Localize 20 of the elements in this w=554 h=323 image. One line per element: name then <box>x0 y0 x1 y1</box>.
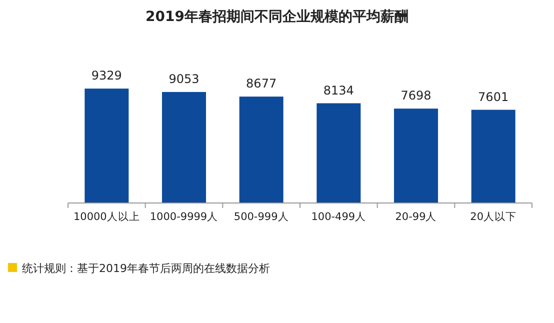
data-label: 8134 <box>323 83 354 98</box>
data-label: 7601 <box>478 90 509 104</box>
bar <box>84 88 129 203</box>
bar <box>162 92 206 203</box>
x-tick-label: 20-99人 <box>395 211 437 223</box>
x-tick-label: 1000-9999人 <box>150 211 218 223</box>
data-label: 9053 <box>168 72 200 86</box>
x-tick-label: 100-499人 <box>311 211 366 223</box>
text: 统计规则：基于2019年春节后两周的在线数据分析 <box>22 262 270 275</box>
bar <box>394 108 438 203</box>
bar <box>471 110 516 203</box>
data-label: 8677 <box>246 76 277 91</box>
data-label: 9329 <box>91 68 122 83</box>
x-tick-label: 10000人以上 <box>73 210 140 223</box>
chart-title: 2019年春招期间不同企业规模的平均薪酬 <box>146 9 408 25</box>
bar <box>316 103 361 203</box>
x-tick-label: 20人以下 <box>470 210 517 223</box>
data-label: 7698 <box>400 88 432 103</box>
bar <box>239 96 284 203</box>
x-tick-label: 500-999人 <box>234 211 289 223</box>
